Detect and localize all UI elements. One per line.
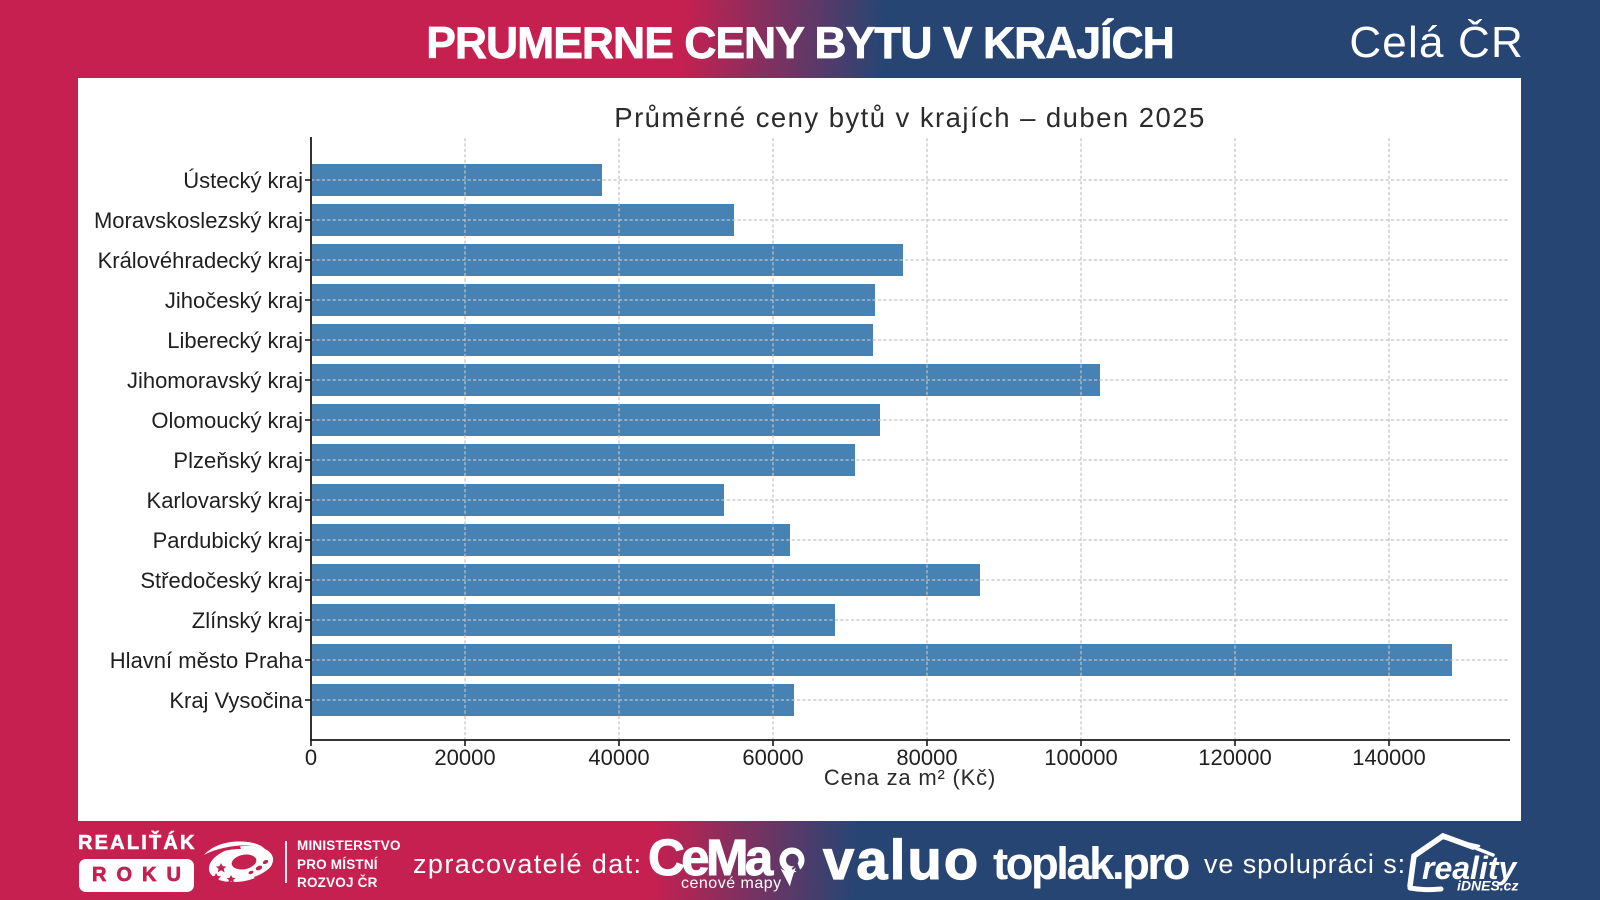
- svg-text:Pardubický kraj: Pardubický kraj: [153, 528, 303, 553]
- svg-text:Olomoucký kraj: Olomoucký kraj: [151, 408, 303, 433]
- svg-text:80000: 80000: [896, 745, 957, 770]
- svg-text:Zlínský kraj: Zlínský kraj: [192, 608, 303, 633]
- svg-text:Jihomoravský kraj: Jihomoravský kraj: [127, 368, 303, 393]
- svg-text:Plzeňský kraj: Plzeňský kraj: [173, 448, 303, 473]
- svg-text:reality: reality: [1422, 850, 1518, 886]
- svg-text:Liberecký kraj: Liberecký kraj: [167, 328, 303, 353]
- svg-text:Ústecký kraj: Ústecký kraj: [183, 168, 303, 193]
- svg-text:0: 0: [305, 745, 317, 770]
- svg-text:Středočeský kraj: Středočeský kraj: [140, 568, 303, 593]
- svg-text:iDNES.cz: iDNES.cz: [1457, 878, 1518, 894]
- svg-text:40000: 40000: [588, 745, 649, 770]
- svg-text:100000: 100000: [1044, 745, 1117, 770]
- svg-text:Hlavní město Praha: Hlavní město Praha: [110, 648, 304, 673]
- svg-text:120000: 120000: [1198, 745, 1271, 770]
- svg-text:140000: 140000: [1352, 745, 1425, 770]
- svg-text:Královéhradecký kraj: Královéhradecký kraj: [98, 248, 303, 273]
- svg-text:Cena za m² (Kč): Cena za m² (Kč): [824, 765, 996, 790]
- svg-text:Průměrné ceny bytů v krajích –: Průměrné ceny bytů v krajích – duben 202…: [614, 102, 1205, 133]
- svg-text:Jihočeský kraj: Jihočeský kraj: [165, 288, 303, 313]
- svg-text:60000: 60000: [742, 745, 803, 770]
- svg-text:Karlovarský kraj: Karlovarský kraj: [147, 488, 303, 513]
- svg-text:Moravskoslezský kraj: Moravskoslezský kraj: [94, 208, 303, 233]
- svg-text:20000: 20000: [434, 745, 495, 770]
- svg-text:Kraj Vysočina: Kraj Vysočina: [169, 688, 303, 713]
